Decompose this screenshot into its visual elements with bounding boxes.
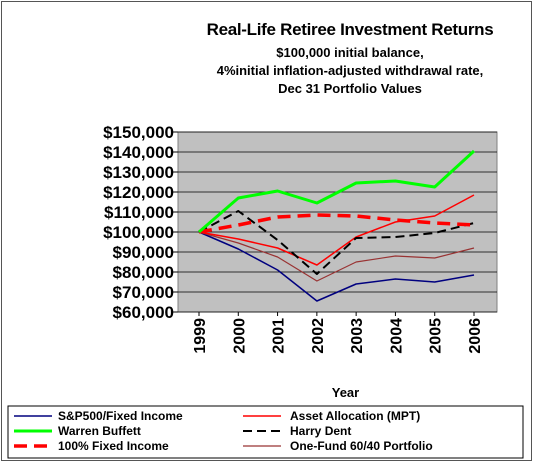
- x-tick-label: 2001: [271, 318, 288, 354]
- x-tick-label: 2006: [467, 318, 484, 354]
- y-tick-label: $150,000: [103, 123, 174, 142]
- series-line-harry-dent: [198, 210, 475, 275]
- chart-subtitle-line-3: Dec 31 Portfolio Values: [278, 81, 422, 96]
- legend-label: Warren Buffett: [58, 424, 141, 438]
- legend-label: Asset Allocation (MPT): [290, 409, 420, 423]
- legend-label: Harry Dent: [290, 424, 351, 438]
- chart-subtitle-line-1: $100,000 initial balance,: [276, 45, 424, 60]
- y-tick-label: $130,000: [103, 163, 174, 182]
- x-tick-label: 2004: [388, 318, 405, 354]
- y-tick-label: $70,000: [113, 283, 174, 302]
- legend-label: One-Fund 60/40 Portfolio: [290, 439, 433, 453]
- x-tick-label: 2000: [231, 318, 248, 354]
- chart-title: Real-Life Retiree Investment Returns: [206, 20, 494, 39]
- series-line-asset-allocation-mpt-: [198, 194, 475, 266]
- legend-label: 100% Fixed Income: [58, 439, 169, 453]
- x-tick-label: 1999: [192, 318, 209, 354]
- series-line-warren-buffett: [198, 149, 476, 234]
- x-axis-title: Year: [332, 385, 359, 400]
- y-tick-label: $80,000: [113, 263, 174, 282]
- chart-subtitle-line-2: 4%initial inflation-adjusted withdrawal …: [216, 63, 484, 78]
- y-tick-label: $90,000: [113, 243, 174, 262]
- y-tick-label: $60,000: [113, 303, 174, 322]
- legend-label: S&P500/Fixed Income: [58, 409, 183, 423]
- x-tick-label: 2003: [349, 318, 366, 354]
- x-tick-label: 2002: [310, 318, 327, 354]
- y-tick-label: $120,000: [103, 183, 174, 202]
- series-line-one-fund-60-40-portfolio: [198, 231, 475, 282]
- series-line-100-fixed-income: [198, 213, 475, 234]
- x-tick-label: 2005: [428, 318, 445, 354]
- y-tick-label: $100,000: [103, 223, 174, 242]
- y-tick-label: $140,000: [103, 143, 174, 162]
- y-tick-label: $110,000: [104, 203, 174, 222]
- series-line-s-p500-fixed-income: [198, 231, 475, 302]
